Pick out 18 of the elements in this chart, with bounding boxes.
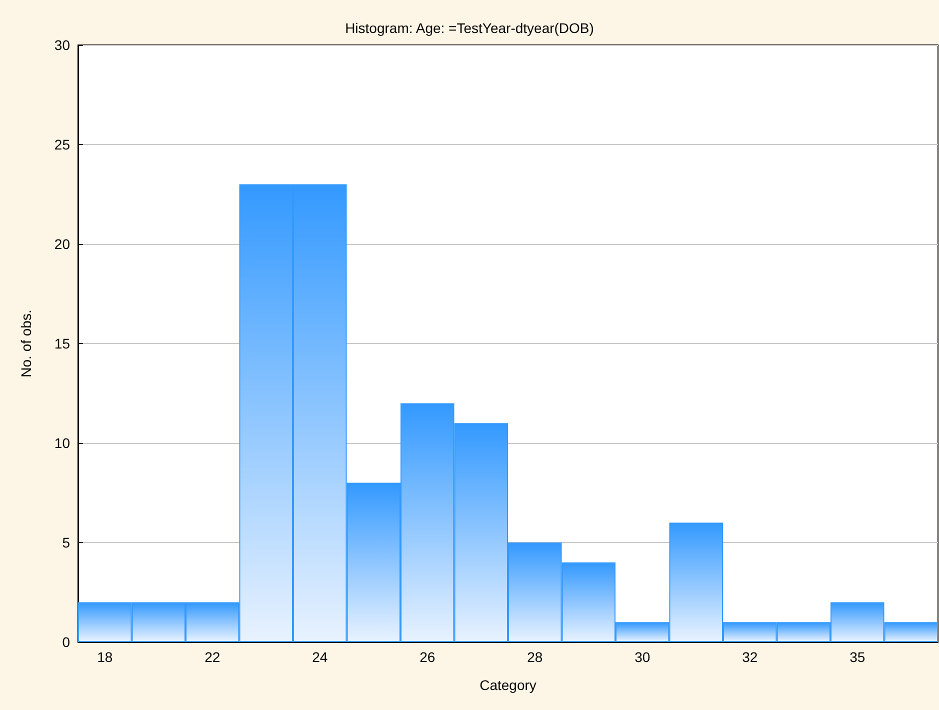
y-axis-title: No. of obs. bbox=[18, 310, 34, 378]
x-tick-label: 18 bbox=[97, 649, 113, 665]
y-tick-label: 0 bbox=[62, 634, 70, 650]
y-tick-label: 25 bbox=[54, 136, 70, 152]
x-tick-label: 22 bbox=[204, 649, 220, 665]
x-tick-label: 26 bbox=[420, 649, 436, 665]
x-tick-label: 24 bbox=[312, 649, 328, 665]
y-tick-label: 5 bbox=[62, 534, 70, 550]
chart-title: Histogram: Age: =TestYear-dtyear(DOB) bbox=[345, 20, 594, 36]
x-tick-label: 32 bbox=[742, 649, 758, 665]
x-tick-label: 35 bbox=[850, 649, 866, 665]
y-tick-label: 30 bbox=[54, 37, 70, 53]
x-axis-title: Category bbox=[480, 677, 536, 693]
x-tick-label: 30 bbox=[634, 649, 650, 665]
y-tick-label: 15 bbox=[54, 336, 70, 352]
y-tick-label: 20 bbox=[54, 236, 70, 252]
x-tick-label: 28 bbox=[527, 649, 543, 665]
y-tick-label: 10 bbox=[54, 435, 70, 451]
